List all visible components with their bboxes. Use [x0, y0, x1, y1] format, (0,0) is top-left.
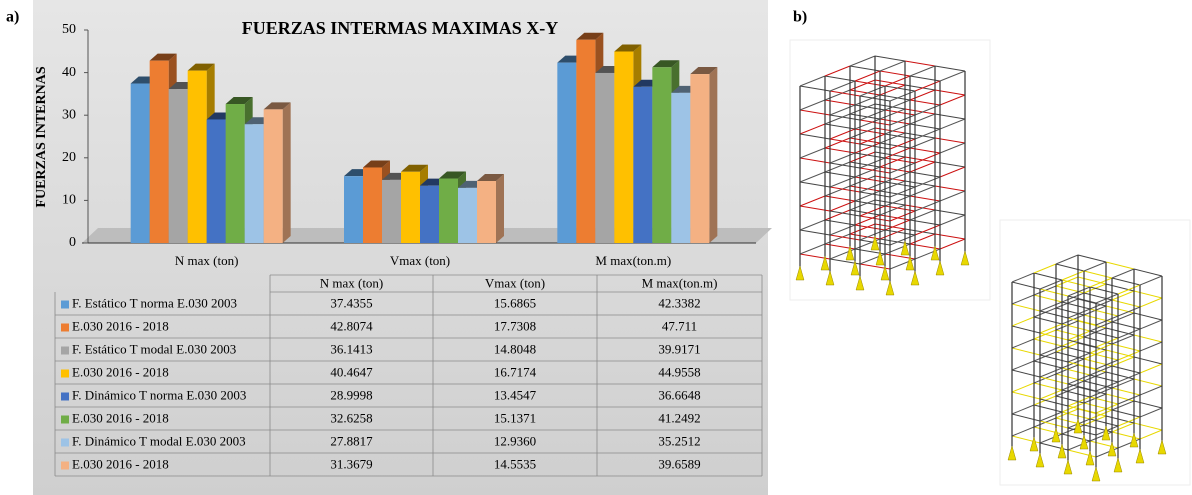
table-cell: 37.4355 [330, 295, 372, 310]
table-cell: 36.1413 [330, 341, 372, 356]
table-cell: 44.9558 [658, 364, 700, 379]
legend-label: F. Dinámico T modal E.030 2003 [72, 433, 246, 448]
legend-label: E.030 2016 - 2018 [72, 410, 169, 425]
table-cell: 15.6865 [494, 295, 536, 310]
table-cell: 35.2512 [658, 433, 700, 448]
table-cell: 31.3679 [330, 456, 372, 471]
legend-label: F. Dinámico T norma E.030 2003 [72, 387, 246, 402]
table-cell: 47.711 [662, 318, 697, 333]
panel-label: a) [6, 9, 19, 26]
bar [439, 179, 458, 243]
table-cell: 36.6648 [658, 387, 700, 402]
table-cell: 42.3382 [658, 295, 700, 310]
bar [264, 109, 283, 243]
x-tick-label: Vmax (ton) [390, 253, 450, 268]
table-cell: 27.8817 [330, 433, 373, 448]
x-tick-label: N max (ton) [175, 253, 239, 268]
table-cell: 14.8048 [494, 341, 536, 356]
bar [477, 181, 496, 243]
bar [690, 74, 709, 243]
table-header: M max(ton.m) [642, 275, 718, 290]
bar [458, 188, 477, 243]
bar [576, 40, 595, 243]
bar-side [496, 174, 504, 243]
y-tick-label: 40 [62, 65, 76, 80]
table-cell: 13.4547 [494, 387, 537, 402]
bar [652, 67, 671, 243]
table-cell: 40.4647 [330, 364, 373, 379]
legend-swatch [61, 416, 69, 424]
table-cell: 16.7174 [494, 364, 537, 379]
bar-side [709, 67, 717, 243]
bar [226, 104, 245, 243]
bar [131, 84, 150, 243]
y-tick-label: 20 [62, 150, 76, 165]
y-tick-label: 30 [62, 107, 76, 122]
y-axis-title: FUERZAS INTERNAS [34, 66, 49, 207]
legend-swatch [61, 324, 69, 332]
legend-label: E.030 2016 - 2018 [72, 364, 169, 379]
bar [169, 89, 188, 243]
chart-title: FUERZAS INTERMAS MAXIMAS X-Y [242, 18, 559, 38]
bar [150, 61, 169, 243]
bar [557, 63, 576, 243]
table-cell: 28.9998 [330, 387, 372, 402]
bar [614, 51, 633, 243]
bar [671, 93, 690, 243]
table-cell: 39.6589 [658, 456, 700, 471]
bar [188, 71, 207, 243]
table-header: N max (ton) [320, 275, 384, 290]
table-cell: 42.8074 [330, 318, 373, 333]
bar [420, 186, 439, 243]
legend-swatch [61, 301, 69, 309]
legend-swatch [61, 462, 69, 470]
page: a) b) FUERZAS INTERMAS MAXIMAS X-Y FUERZ… [0, 0, 1192, 495]
bar [363, 167, 382, 243]
panel-label: b) [793, 9, 807, 26]
table-cell: 32.6258 [330, 410, 372, 425]
bar [382, 180, 401, 243]
legend-label: F. Estático T norma E.030 2003 [72, 295, 237, 310]
table-header: Vmax (ton) [485, 275, 545, 290]
legend-label: E.030 2016 - 2018 [72, 318, 169, 333]
table-cell: 17.7308 [494, 318, 536, 333]
x-tick-label: M max(ton.m) [595, 253, 671, 268]
bar [344, 176, 363, 243]
legend-swatch [61, 393, 69, 401]
legend-label: F. Estático T modal E.030 2003 [72, 341, 236, 356]
legend-swatch [61, 439, 69, 447]
table-cell: 14.5535 [494, 456, 536, 471]
structural-models [790, 40, 1190, 485]
legend-label: E.030 2016 - 2018 [72, 456, 169, 471]
y-tick-label: 10 [62, 193, 76, 208]
bar [595, 73, 614, 243]
bar [207, 119, 226, 243]
legend-swatch [61, 347, 69, 355]
bar [401, 172, 420, 243]
bar [633, 87, 652, 243]
y-tick-label: 0 [69, 235, 76, 250]
bar [245, 124, 264, 243]
bar-side [283, 102, 291, 243]
table-cell: 39.9171 [658, 341, 700, 356]
table-cell: 15.1371 [494, 410, 536, 425]
legend-swatch [61, 370, 69, 378]
table-cell: 12.9360 [494, 433, 536, 448]
table-cell: 41.2492 [658, 410, 700, 425]
y-tick-label: 50 [62, 22, 76, 37]
figure: a) b) FUERZAS INTERMAS MAXIMAS X-Y FUERZ… [0, 0, 1192, 495]
